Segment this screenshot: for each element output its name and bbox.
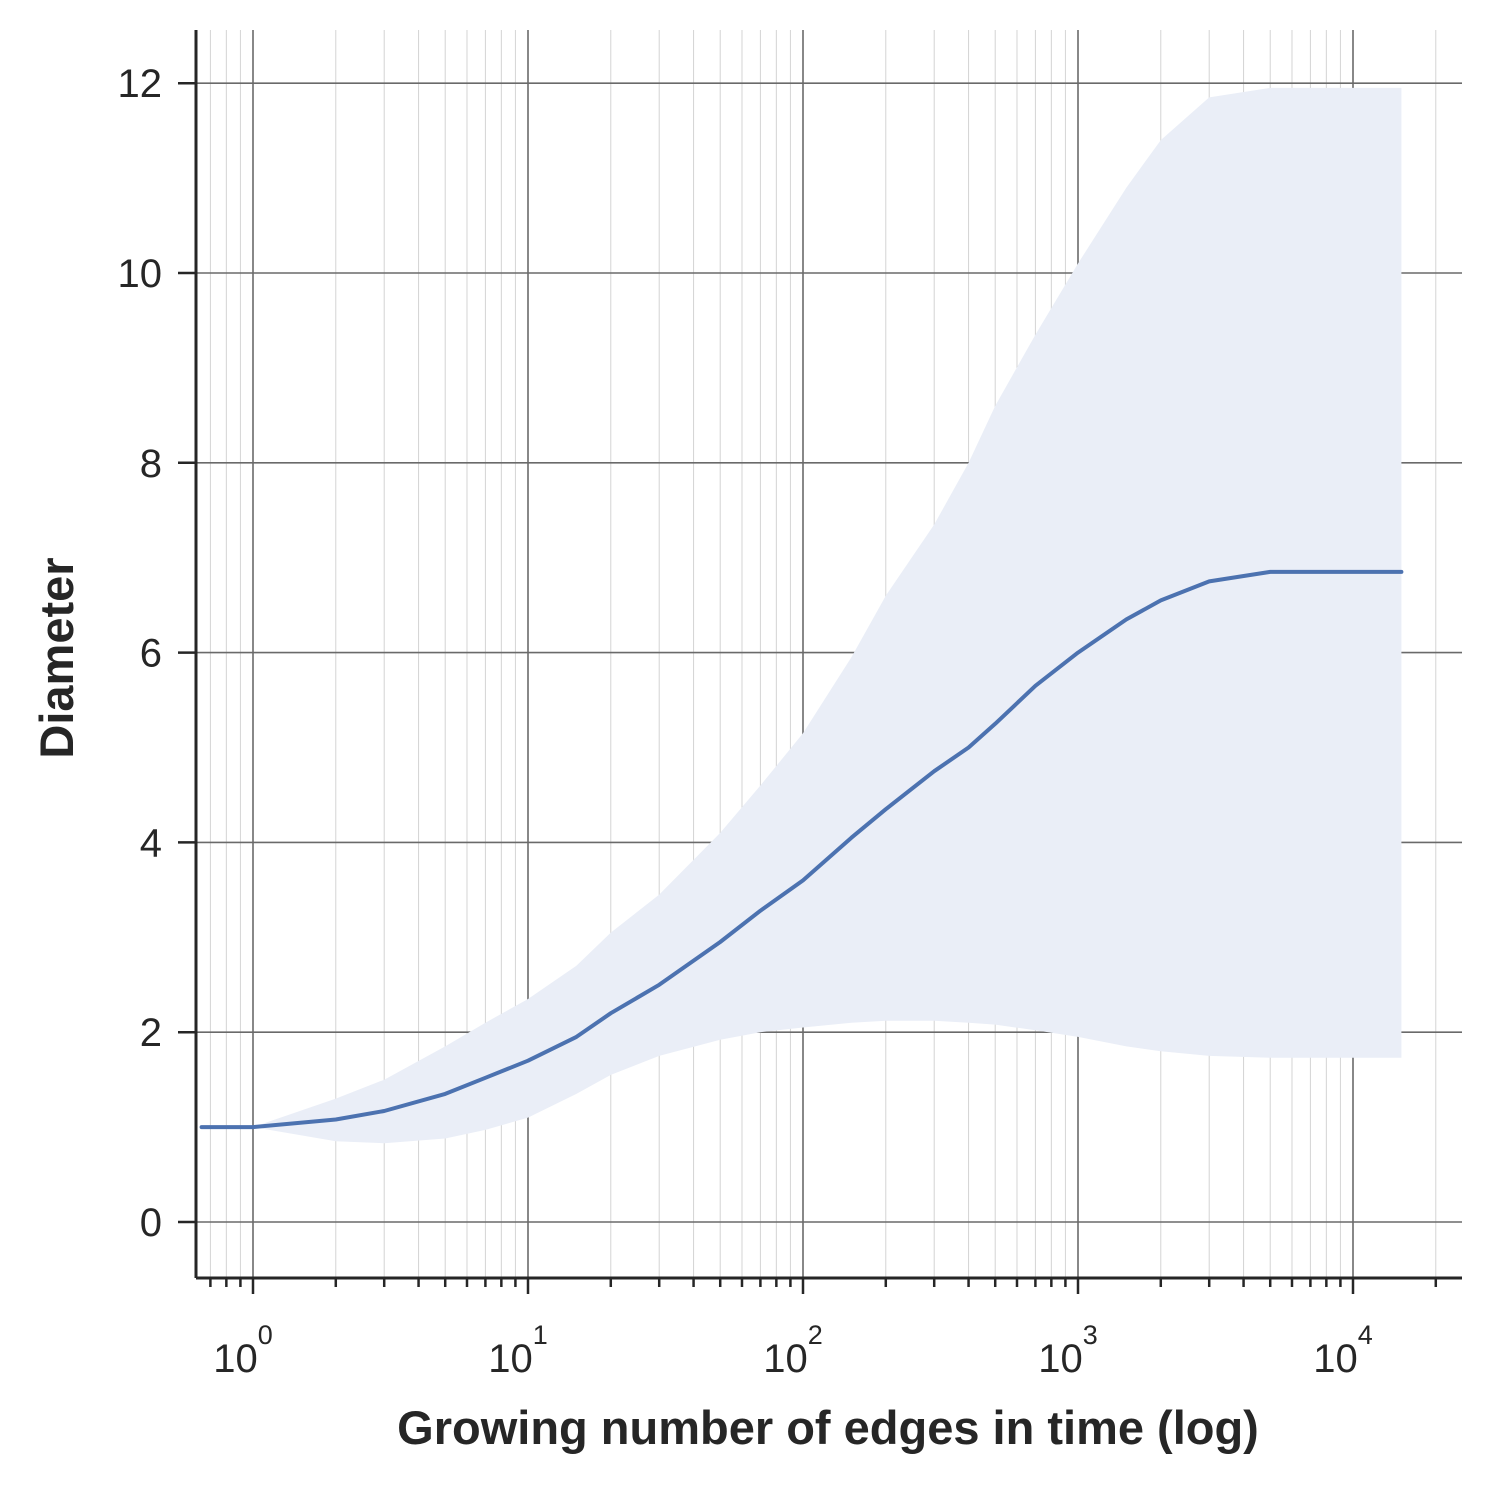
x-tick-label: 103 xyxy=(1038,1320,1098,1381)
x-tick-label: 101 xyxy=(488,1320,548,1381)
series-line-layer xyxy=(199,569,1404,1130)
series-line xyxy=(199,569,1404,1130)
x-tick-labels: 100 101 102 103 104 xyxy=(213,1320,1373,1381)
axes xyxy=(178,30,1462,1294)
x-tick-label: 102 xyxy=(763,1320,823,1381)
y-tick-label: 6 xyxy=(140,632,162,676)
y-tick-labels: 0 2 4 6 8 10 12 xyxy=(118,62,163,1245)
confidence-band xyxy=(201,87,1402,1144)
x-axis-title: Growing number of edges in time (log) xyxy=(397,1401,1259,1454)
y-tick-label: 12 xyxy=(118,62,163,106)
y-axis-title: Diameter xyxy=(30,557,83,758)
x-tick-label: 104 xyxy=(1313,1320,1373,1381)
y-tick-label: 0 xyxy=(140,1201,162,1245)
y-tick-label: 10 xyxy=(118,252,163,296)
x-tick-label: 100 xyxy=(213,1320,273,1381)
y-tick-label: 8 xyxy=(140,442,162,486)
y-tick-label: 2 xyxy=(140,1011,162,1055)
y-tick-label: 4 xyxy=(140,821,162,865)
confidence-band-layer xyxy=(201,87,1402,1144)
